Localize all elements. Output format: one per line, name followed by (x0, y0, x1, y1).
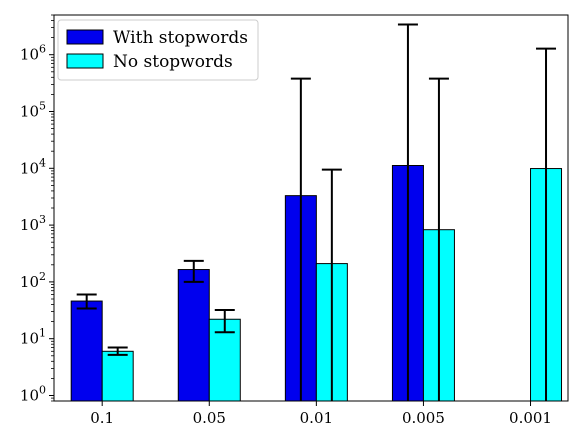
x-tick-label-0-1: 0.1 (90, 409, 114, 427)
y-tick-label-3: 103 (20, 213, 46, 234)
x-tick-label-0-001: 0.001 (509, 409, 552, 427)
error-bar-with-stopwords-0-05 (183, 259, 204, 283)
legend-label-no-stopwords: No stopwords (113, 52, 233, 72)
y-tick-label-0: 100 (20, 383, 46, 404)
error-bar-no-stopwords-0-05 (214, 309, 235, 334)
bar-with-stopwords-0-1 (70, 300, 103, 402)
error-bar-with-stopwords-0-005 (397, 23, 418, 401)
x-tick-label-0-05: 0.05 (193, 409, 226, 427)
legend-swatch-no-stopwords (66, 53, 104, 69)
chart-marks (70, 23, 563, 402)
y-tick-label-5: 105 (20, 100, 46, 121)
bar-no-stopwords-0-1 (101, 350, 134, 402)
x-tick-label-0-005: 0.005 (402, 409, 445, 427)
chart-legend: With stopwords No stopwords (57, 19, 259, 81)
legend-swatch-with-stopwords (66, 29, 104, 45)
y-tick-label-4: 104 (20, 156, 46, 177)
legend-box (57, 19, 259, 81)
error-bar-no-stopwords-0-005 (428, 77, 449, 401)
y-tick-label-1: 101 (20, 327, 46, 348)
error-bar-with-stopwords-0-1 (76, 293, 97, 310)
error-bar-no-stopwords-0-01 (321, 168, 342, 401)
legend-label-with-stopwords: With stopwords (113, 28, 248, 48)
error-bar-with-stopwords-0-01 (290, 77, 311, 401)
error-bar-no-stopwords-0-1 (107, 346, 128, 356)
bar-with-stopwords-0-05 (177, 269, 210, 402)
error-bar-no-stopwords-0-001 (536, 47, 557, 401)
y-tick-label-6: 106 (20, 43, 46, 64)
y-tick-label-2: 102 (20, 270, 46, 291)
chart-axes: 100 101 102 103 104 105 106 0.1 0.05 0.01 0.005 0.0… (20, 14, 569, 427)
x-tick-label-0-01: 0.01 (300, 409, 333, 427)
